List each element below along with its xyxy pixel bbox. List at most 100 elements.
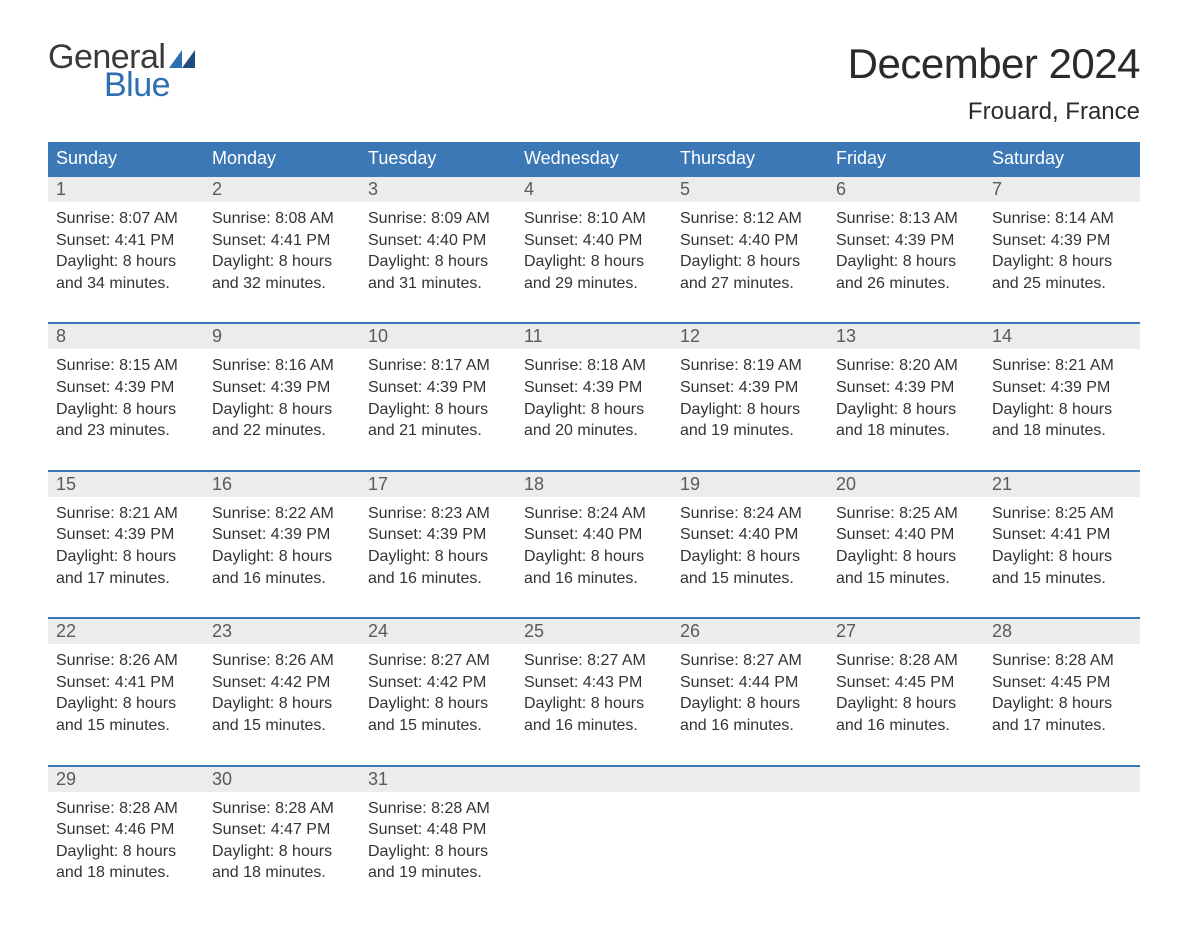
day-sunrise: Sunrise: 8:25 AM <box>836 503 976 525</box>
day-sunrise: Sunrise: 8:08 AM <box>212 208 352 230</box>
day-body: Sunrise: 8:15 AMSunset: 4:39 PMDaylight:… <box>48 349 204 445</box>
day-sunrise: Sunrise: 8:14 AM <box>992 208 1132 230</box>
day-sunset: Sunset: 4:39 PM <box>368 377 508 399</box>
day-day1: Daylight: 8 hours <box>212 693 352 715</box>
day-number: 6 <box>828 177 984 202</box>
day-number: 31 <box>360 767 516 792</box>
day-sunset: Sunset: 4:40 PM <box>368 230 508 252</box>
day-sunrise: Sunrise: 8:09 AM <box>368 208 508 230</box>
day-body: Sunrise: 8:21 AMSunset: 4:39 PMDaylight:… <box>984 349 1140 445</box>
calendar-day: 25Sunrise: 8:27 AMSunset: 4:43 PMDayligh… <box>516 619 672 740</box>
day-body: Sunrise: 8:27 AMSunset: 4:44 PMDaylight:… <box>672 644 828 740</box>
day-day2: and 29 minutes. <box>524 273 664 295</box>
day-sunrise: Sunrise: 8:19 AM <box>680 355 820 377</box>
day-sunrise: Sunrise: 8:21 AM <box>56 503 196 525</box>
calendar-week: 8Sunrise: 8:15 AMSunset: 4:39 PMDaylight… <box>48 322 1140 445</box>
day-day2: and 18 minutes. <box>56 862 196 884</box>
day-day1: Daylight: 8 hours <box>992 546 1132 568</box>
day-sunset: Sunset: 4:41 PM <box>992 524 1132 546</box>
calendar-day: 19Sunrise: 8:24 AMSunset: 4:40 PMDayligh… <box>672 472 828 593</box>
day-body: Sunrise: 8:24 AMSunset: 4:40 PMDaylight:… <box>672 497 828 593</box>
day-number: 8 <box>48 324 204 349</box>
day-day2: and 15 minutes. <box>212 715 352 737</box>
day-sunrise: Sunrise: 8:23 AM <box>368 503 508 525</box>
day-number <box>672 767 828 792</box>
calendar-week: 29Sunrise: 8:28 AMSunset: 4:46 PMDayligh… <box>48 765 1140 888</box>
calendar-day <box>984 767 1140 888</box>
calendar-day: 20Sunrise: 8:25 AMSunset: 4:40 PMDayligh… <box>828 472 984 593</box>
day-sunrise: Sunrise: 8:13 AM <box>836 208 976 230</box>
day-sunset: Sunset: 4:45 PM <box>992 672 1132 694</box>
day-number: 13 <box>828 324 984 349</box>
day-body: Sunrise: 8:20 AMSunset: 4:39 PMDaylight:… <box>828 349 984 445</box>
calendar-day <box>672 767 828 888</box>
day-sunset: Sunset: 4:39 PM <box>836 230 976 252</box>
day-body: Sunrise: 8:13 AMSunset: 4:39 PMDaylight:… <box>828 202 984 298</box>
day-number: 10 <box>360 324 516 349</box>
calendar-week: 15Sunrise: 8:21 AMSunset: 4:39 PMDayligh… <box>48 470 1140 593</box>
day-body: Sunrise: 8:21 AMSunset: 4:39 PMDaylight:… <box>48 497 204 593</box>
weekday-header: Thursday <box>672 142 828 175</box>
weekday-header: Sunday <box>48 142 204 175</box>
day-body: Sunrise: 8:28 AMSunset: 4:48 PMDaylight:… <box>360 792 516 888</box>
day-number: 12 <box>672 324 828 349</box>
day-day1: Daylight: 8 hours <box>368 693 508 715</box>
day-number: 19 <box>672 472 828 497</box>
calendar-day: 2Sunrise: 8:08 AMSunset: 4:41 PMDaylight… <box>204 177 360 298</box>
day-number: 29 <box>48 767 204 792</box>
day-day2: and 17 minutes. <box>56 568 196 590</box>
calendar-day: 4Sunrise: 8:10 AMSunset: 4:40 PMDaylight… <box>516 177 672 298</box>
day-day1: Daylight: 8 hours <box>680 251 820 273</box>
day-day1: Daylight: 8 hours <box>836 693 976 715</box>
day-number: 1 <box>48 177 204 202</box>
day-sunset: Sunset: 4:39 PM <box>56 524 196 546</box>
day-sunrise: Sunrise: 8:26 AM <box>212 650 352 672</box>
day-number: 26 <box>672 619 828 644</box>
day-day1: Daylight: 8 hours <box>992 399 1132 421</box>
day-day2: and 16 minutes. <box>368 568 508 590</box>
calendar-day: 8Sunrise: 8:15 AMSunset: 4:39 PMDaylight… <box>48 324 204 445</box>
day-day1: Daylight: 8 hours <box>212 399 352 421</box>
weekday-header-row: Sunday Monday Tuesday Wednesday Thursday… <box>48 142 1140 175</box>
day-sunset: Sunset: 4:43 PM <box>524 672 664 694</box>
day-day2: and 20 minutes. <box>524 420 664 442</box>
day-body: Sunrise: 8:28 AMSunset: 4:45 PMDaylight:… <box>984 644 1140 740</box>
day-number: 25 <box>516 619 672 644</box>
day-number: 2 <box>204 177 360 202</box>
day-day2: and 15 minutes. <box>992 568 1132 590</box>
day-sunset: Sunset: 4:45 PM <box>836 672 976 694</box>
day-body: Sunrise: 8:09 AMSunset: 4:40 PMDaylight:… <box>360 202 516 298</box>
day-day2: and 25 minutes. <box>992 273 1132 295</box>
day-sunset: Sunset: 4:40 PM <box>524 230 664 252</box>
day-day1: Daylight: 8 hours <box>836 251 976 273</box>
day-body <box>828 792 984 862</box>
day-body: Sunrise: 8:26 AMSunset: 4:42 PMDaylight:… <box>204 644 360 740</box>
day-sunset: Sunset: 4:39 PM <box>368 524 508 546</box>
weekday-header: Monday <box>204 142 360 175</box>
day-day1: Daylight: 8 hours <box>212 251 352 273</box>
calendar-day: 24Sunrise: 8:27 AMSunset: 4:42 PMDayligh… <box>360 619 516 740</box>
location: Frouard, France <box>848 98 1140 126</box>
day-sunrise: Sunrise: 8:22 AM <box>212 503 352 525</box>
day-day1: Daylight: 8 hours <box>368 399 508 421</box>
day-body: Sunrise: 8:19 AMSunset: 4:39 PMDaylight:… <box>672 349 828 445</box>
day-number: 30 <box>204 767 360 792</box>
day-day2: and 16 minutes. <box>212 568 352 590</box>
day-day1: Daylight: 8 hours <box>836 546 976 568</box>
day-body: Sunrise: 8:17 AMSunset: 4:39 PMDaylight:… <box>360 349 516 445</box>
day-sunrise: Sunrise: 8:12 AM <box>680 208 820 230</box>
day-day2: and 17 minutes. <box>992 715 1132 737</box>
day-day1: Daylight: 8 hours <box>992 693 1132 715</box>
day-sunset: Sunset: 4:39 PM <box>992 377 1132 399</box>
day-day2: and 34 minutes. <box>56 273 196 295</box>
day-body: Sunrise: 8:23 AMSunset: 4:39 PMDaylight:… <box>360 497 516 593</box>
calendar-day: 28Sunrise: 8:28 AMSunset: 4:45 PMDayligh… <box>984 619 1140 740</box>
day-number: 21 <box>984 472 1140 497</box>
day-body: Sunrise: 8:28 AMSunset: 4:47 PMDaylight:… <box>204 792 360 888</box>
day-body: Sunrise: 8:27 AMSunset: 4:42 PMDaylight:… <box>360 644 516 740</box>
day-number: 7 <box>984 177 1140 202</box>
day-body: Sunrise: 8:16 AMSunset: 4:39 PMDaylight:… <box>204 349 360 445</box>
day-sunrise: Sunrise: 8:25 AM <box>992 503 1132 525</box>
day-day1: Daylight: 8 hours <box>680 693 820 715</box>
day-sunrise: Sunrise: 8:24 AM <box>524 503 664 525</box>
